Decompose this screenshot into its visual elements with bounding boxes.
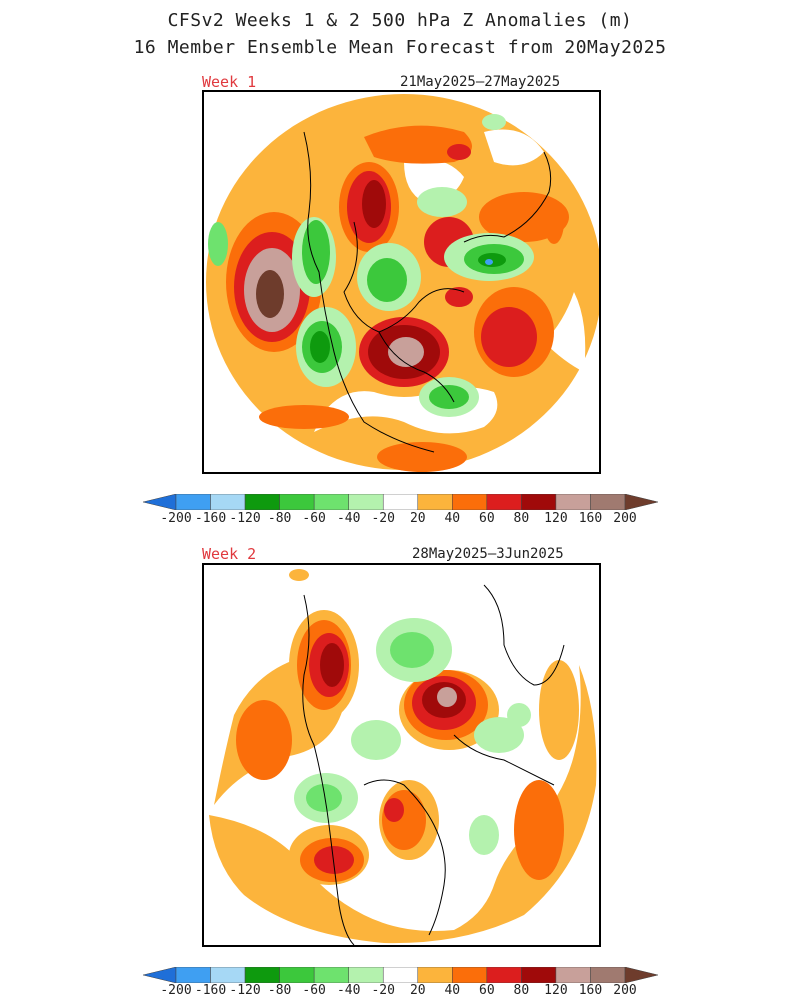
colorbar-swatch	[348, 494, 384, 510]
colorbar-week2	[143, 967, 658, 983]
colorbar-swatch	[452, 967, 488, 983]
colorbar-tick-label: -60	[302, 983, 326, 998]
colorbar-week1-labels: -200 -160 -120 -80 -60 -40 -20 20 40 60 80 120 160 20…	[143, 511, 658, 527]
colorbar-tick-label: -160	[194, 511, 227, 526]
colorbar-tick-label: -20	[371, 511, 395, 526]
colorbar-tick-label: -160	[194, 983, 227, 998]
colorbar-tick-label: -20	[371, 983, 395, 998]
anomaly-high-west	[320, 643, 344, 687]
colorbar-tick-label: -40	[336, 511, 361, 526]
colorbar-swatch	[313, 494, 349, 510]
colorbar-tick-label: 120	[544, 983, 568, 998]
colorbar-tick-label: 60	[479, 511, 495, 526]
colorbar-swatch	[486, 494, 522, 510]
colorbar-swatch	[486, 967, 522, 983]
colorbar-arrow-high	[624, 494, 658, 510]
colorbar-tick-label: -120	[229, 511, 261, 526]
colorbar-tick-label: -60	[302, 511, 326, 526]
colorbar-tick-label: 160	[578, 511, 603, 526]
colorbar-week1	[143, 494, 658, 510]
colorbar-week2-labels: -200 -160 -120 -80 -60 -40 -20 20 40 60 80 120 160 20…	[143, 983, 658, 999]
colorbar-swatch	[417, 494, 453, 510]
figure-title: CFSv2 Weeks 1 & 2 500 hPa Z Anomalies (m…	[167, 10, 633, 31]
colorbar-tick-label: 40	[444, 511, 461, 526]
colorbar-tick-label: 20	[409, 983, 426, 998]
week1-label: Week 1	[202, 73, 257, 91]
colorbar-tick-label: 80	[513, 983, 530, 998]
week2-label: Week 2	[202, 545, 257, 563]
colorbar-swatch	[555, 967, 591, 983]
colorbar-swatch	[244, 967, 280, 983]
colorbar-tick-label: 200	[613, 511, 637, 526]
colorbar-swatch	[279, 967, 315, 983]
coastlines	[302, 584, 565, 945]
colorbar-swatch	[313, 967, 349, 983]
week1-dates: 21May2025—27May2025	[400, 74, 561, 90]
colorbar-swatch	[452, 494, 488, 510]
colorbar-swatch	[210, 494, 246, 510]
colorbar-tick-label: 120	[544, 511, 568, 526]
colorbar-tick-label: -80	[267, 983, 292, 998]
anomaly-high-east	[514, 780, 564, 880]
colorbar-arrow-high	[624, 967, 658, 983]
week2-dates: 28May2025—3Jun2025	[412, 546, 564, 562]
colorbar-tick-label: 60	[479, 983, 495, 998]
colorbar-arrow-low	[143, 967, 177, 983]
week2-map-panel	[202, 563, 601, 947]
colorbar-tick-label: -200	[160, 983, 192, 998]
colorbar-tick-label: -200	[160, 511, 192, 526]
week1-map	[206, 94, 599, 472]
colorbar-swatch	[175, 967, 211, 983]
colorbar-tick-label: 200	[613, 983, 637, 998]
colorbar-swatch	[210, 967, 246, 983]
colorbar-tick-label: -120	[229, 983, 261, 998]
figure-subtitle: 16 Member Ensemble Mean Forecast from 20…	[133, 37, 667, 58]
colorbar-tick-label: 160	[578, 983, 603, 998]
colorbar-swatch	[279, 494, 315, 510]
colorbar-tick-label: 80	[513, 511, 530, 526]
colorbar-swatch	[417, 967, 453, 983]
anomaly-high-center	[437, 687, 457, 707]
coastlines	[303, 131, 552, 453]
colorbar-swatch	[590, 494, 626, 510]
colorbar-tick-label: -40	[336, 983, 361, 998]
colorbar-arrow-low	[143, 494, 177, 510]
colorbar-tick-label: 40	[444, 983, 461, 998]
colorbar-tick-label: 20	[409, 511, 426, 526]
week2-map	[206, 567, 599, 945]
colorbar-swatch	[382, 494, 419, 510]
colorbar-swatch	[175, 494, 211, 510]
colorbar-swatch	[244, 494, 280, 510]
colorbar-swatch	[521, 967, 557, 983]
colorbar-swatch	[555, 494, 591, 510]
colorbar-swatch	[382, 967, 419, 983]
colorbar-swatch	[521, 494, 557, 510]
colorbar-swatch	[348, 967, 384, 983]
colorbar-swatch	[590, 967, 626, 983]
colorbar-tick-label: -80	[267, 511, 292, 526]
week1-map-panel	[202, 90, 601, 474]
